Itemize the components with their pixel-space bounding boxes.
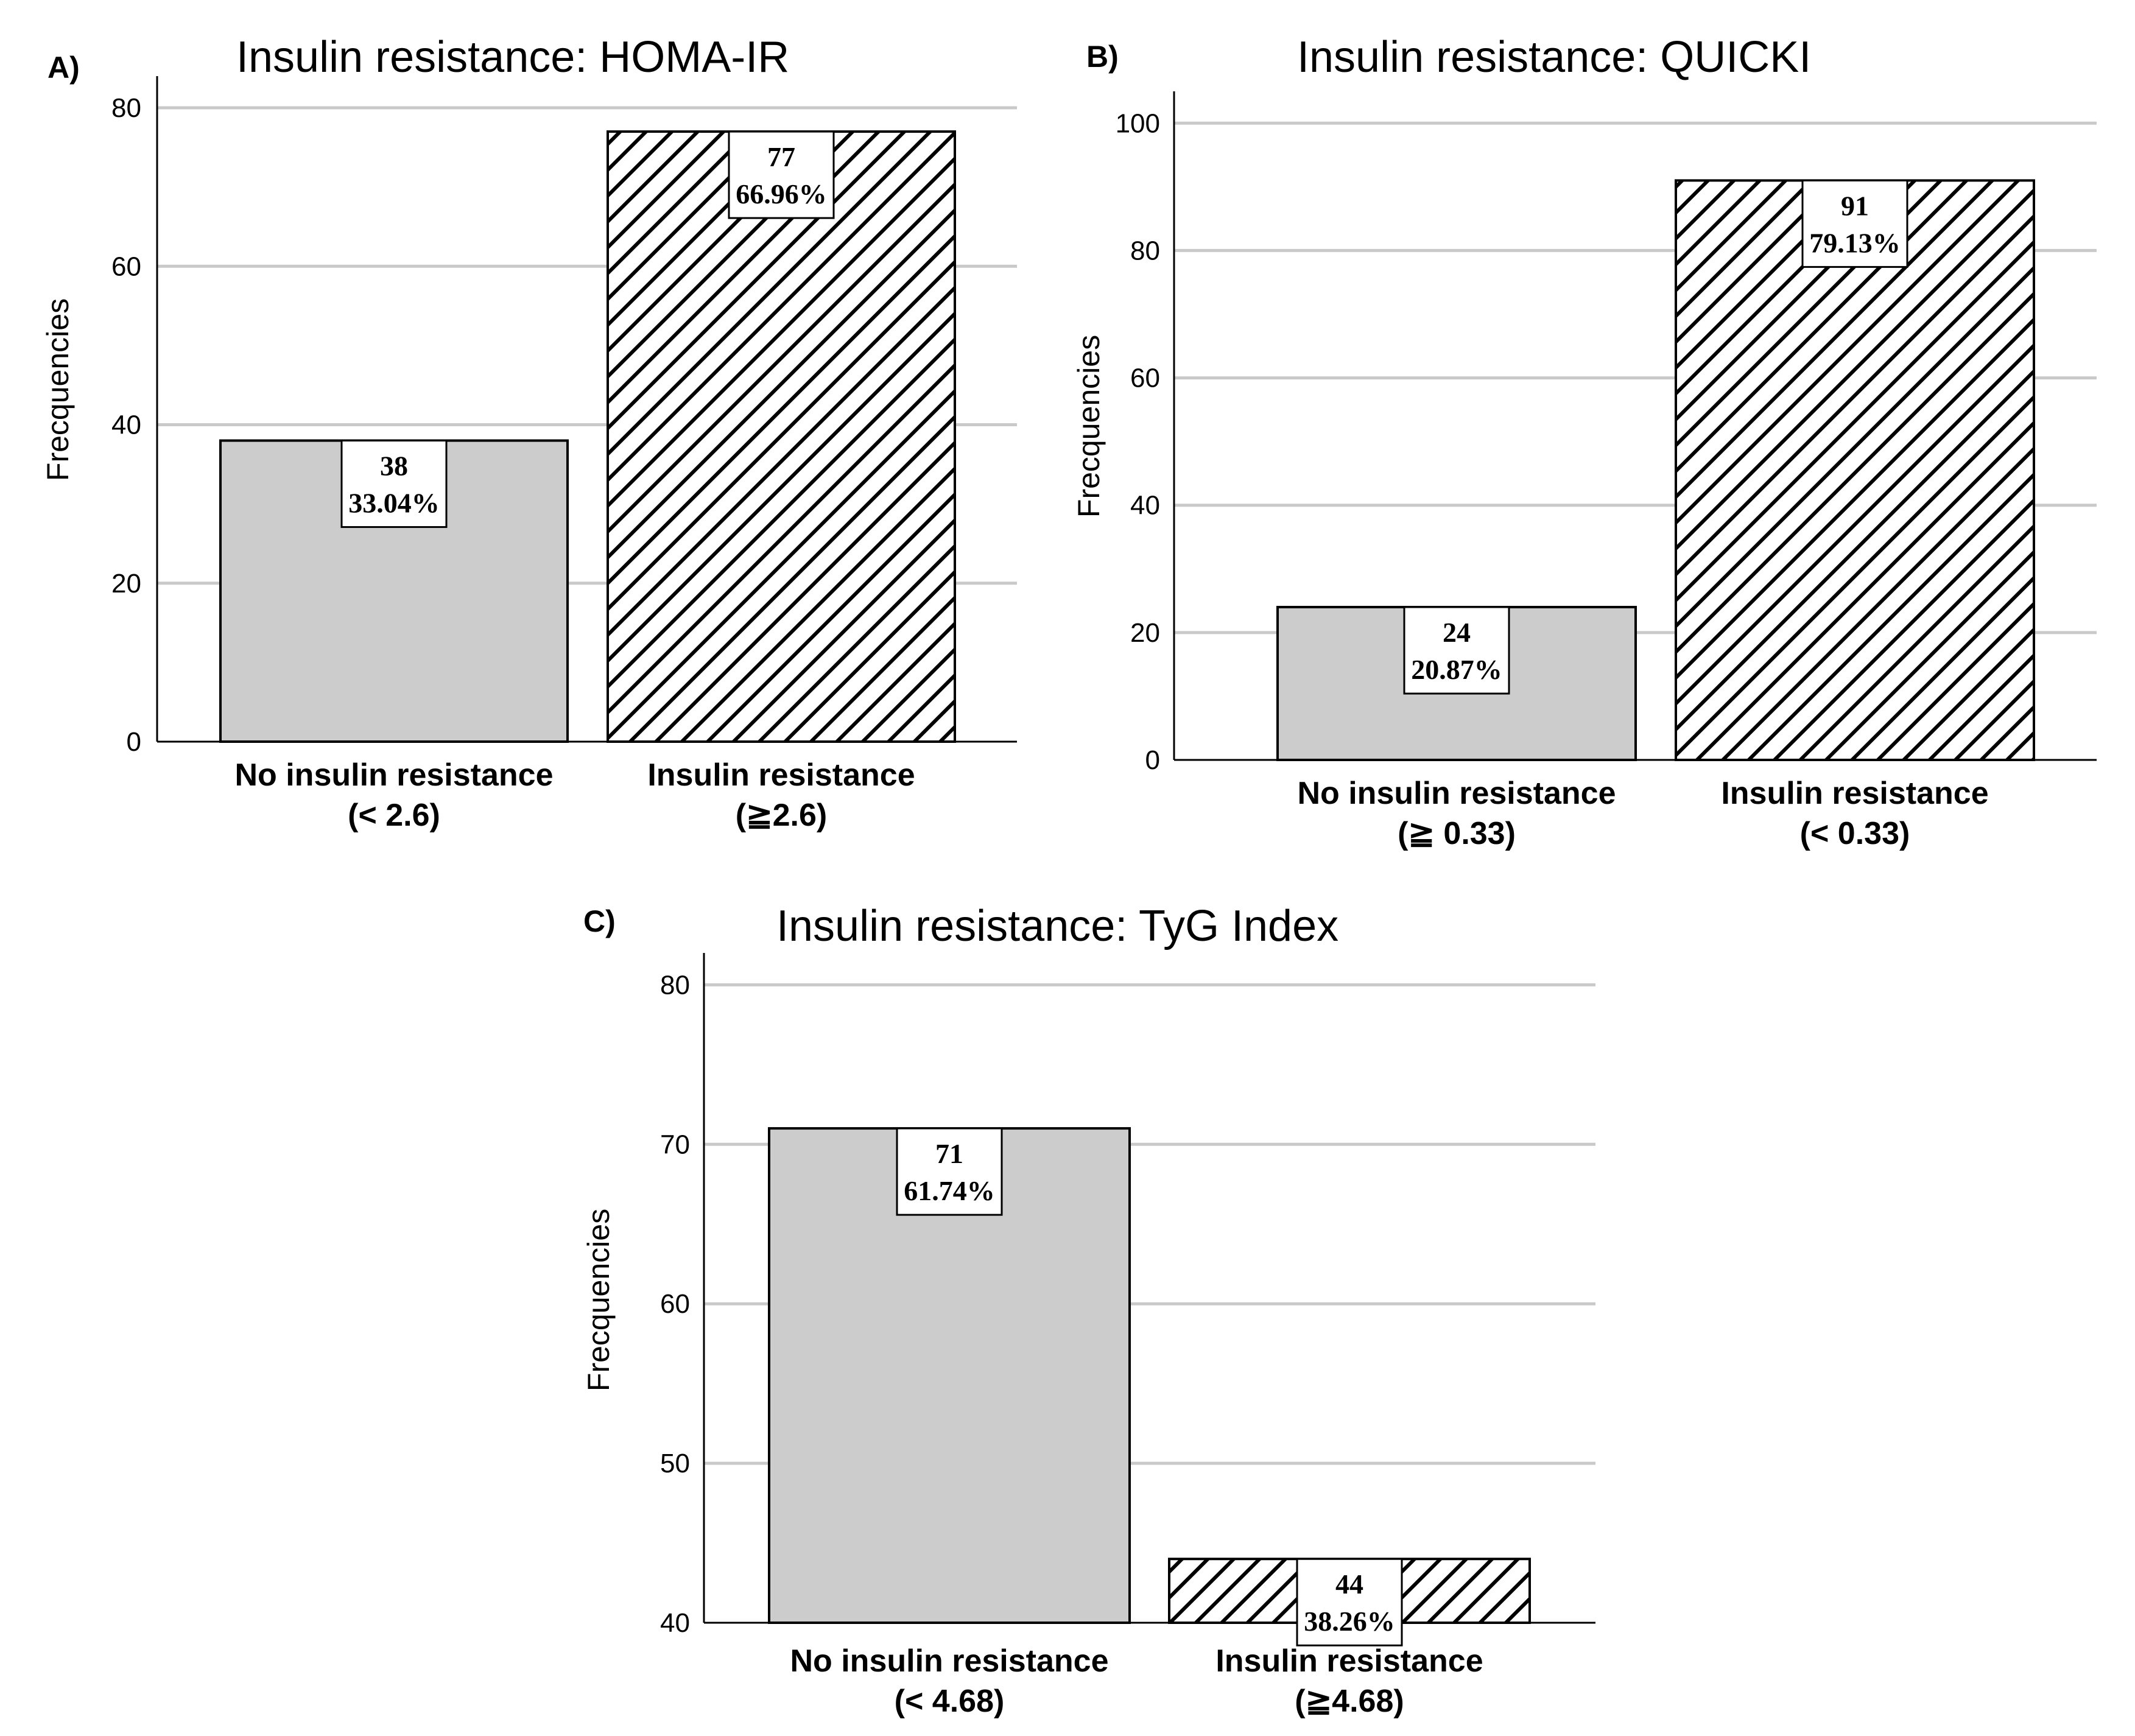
y-tick-label: 40	[660, 1608, 690, 1638]
x-category-label: (< 4.68)	[895, 1684, 1005, 1719]
data-label-percent: 79.13%	[1809, 227, 1901, 258]
y-tick-label: 50	[660, 1449, 690, 1478]
data-label-percent: 33.04%	[348, 488, 440, 519]
chart-title-c: Insulin resistance: TyG Index	[776, 902, 1338, 951]
x-category-label: (≧2.6)	[736, 798, 828, 833]
chart-panel-c: C) Insulin resistance: TyG Index Frecque…	[582, 902, 1595, 1719]
y-axis-label-a: Frecquencies	[41, 298, 75, 481]
panel-letter-c: C)	[583, 904, 616, 938]
data-label-value: 71	[935, 1138, 963, 1169]
data-label-box	[340, 440, 448, 529]
data-label-value: 91	[1841, 190, 1869, 221]
data-label-value: 44	[1335, 1569, 1363, 1600]
data-label: 71 61.74%	[896, 1127, 1003, 1216]
data-label-box	[1403, 606, 1510, 695]
x-category-label: (< 2.6)	[348, 798, 440, 833]
chart-title-b: Insulin resistance: QUICKI	[1297, 33, 1811, 82]
chart-title-a: Insulin resistance: HOMA-IR	[236, 33, 789, 82]
x-category-label: No insulin resistance	[234, 757, 553, 793]
chart-panel-a: A) Insulin resistance: HOMA-IR Frecquenc…	[41, 33, 1017, 833]
data-label-percent: 61.74%	[904, 1175, 995, 1206]
data-label-percent: 20.87%	[1411, 654, 1502, 685]
y-tick-label: 20	[1130, 618, 1160, 648]
data-labels-b: 24 20.87% 91 79.13%	[1403, 179, 1908, 695]
x-category-label: Insulin resistance	[1215, 1643, 1483, 1679]
x-category-label: No insulin resistance	[790, 1643, 1108, 1679]
x-categories-a: No insulin resistance (< 2.6) Insulin resi…	[234, 757, 915, 833]
bars-c	[768, 1127, 1531, 1624]
data-label-value: 38	[380, 451, 408, 482]
data-label-percent: 38.26%	[1304, 1606, 1395, 1637]
chart-panel-b: B) Insulin resistance: QUICKI Frecquenci…	[1072, 33, 2097, 851]
x-category-label: (< 0.33)	[1800, 816, 1910, 851]
y-tick-label: 80	[660, 970, 690, 1000]
y-tick-label: 60	[111, 251, 141, 281]
data-label-box	[1801, 179, 1908, 268]
data-label-value: 24	[1443, 617, 1471, 648]
data-label-box	[1296, 1558, 1403, 1646]
x-category-label: Insulin resistance	[647, 757, 915, 793]
panel-letter-a: A)	[47, 51, 80, 85]
x-category-label: No insulin resistance	[1297, 776, 1616, 811]
data-label-box	[728, 130, 835, 219]
x-category-label: (≧ 0.33)	[1398, 816, 1516, 851]
data-label-box	[896, 1127, 1003, 1216]
data-label-value: 77	[767, 141, 795, 172]
y-tick-label: 20	[111, 569, 141, 599]
data-labels-c: 71 61.74% 44 38.26%	[896, 1127, 1403, 1646]
y-tick-label: 100	[1116, 108, 1160, 138]
y-tick-label: 0	[127, 727, 141, 757]
data-label: 44 38.26%	[1296, 1558, 1403, 1646]
x-category-label: Insulin resistance	[1721, 776, 1988, 811]
data-label: 24 20.87%	[1403, 606, 1510, 695]
y-axis-label-b: Frecquencies	[1072, 335, 1106, 518]
bars-a	[219, 130, 956, 743]
x-category-label: (≧4.68)	[1295, 1684, 1404, 1719]
y-tick-label: 60	[660, 1289, 690, 1319]
data-labels-a: 38 33.04% 77 66.96%	[340, 130, 835, 529]
y-tick-label: 60	[1130, 364, 1160, 393]
data-label: 91 79.13%	[1801, 179, 1908, 268]
x-categories-c: No insulin resistance (< 4.68) Insulin res…	[790, 1643, 1483, 1719]
y-tick-label: 80	[1130, 236, 1160, 265]
y-ticks-b: 0 20 40 60 80 100	[1116, 108, 1160, 775]
y-tick-label: 70	[660, 1130, 690, 1159]
y-tick-label: 40	[1130, 491, 1160, 521]
data-label: 38 33.04%	[340, 440, 448, 529]
bar	[1675, 179, 2035, 761]
y-tick-label: 80	[111, 93, 141, 123]
x-categories-b: No insulin resistance (≧ 0.33) Insulin res…	[1297, 776, 1988, 851]
bar	[607, 130, 956, 743]
data-label-percent: 66.96%	[736, 178, 827, 209]
y-tick-label: 40	[111, 410, 141, 440]
y-tick-label: 0	[1145, 745, 1160, 775]
data-label: 77 66.96%	[728, 130, 835, 219]
y-ticks-c: 40 50 60 70 80	[660, 970, 690, 1638]
y-axis-label-c: Frecquencies	[582, 1209, 616, 1391]
panel-letter-b: B)	[1086, 40, 1119, 74]
bars-b	[1276, 179, 2035, 761]
y-ticks-a: 0 20 40 60 80	[111, 93, 141, 757]
